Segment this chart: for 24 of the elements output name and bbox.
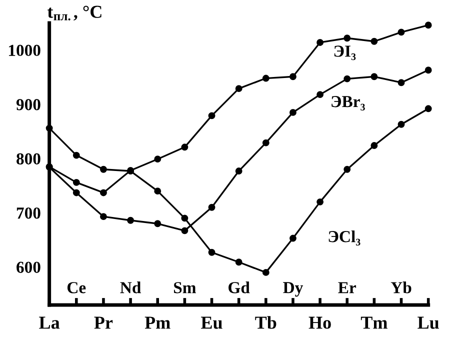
x-tick-label: Er <box>338 282 356 294</box>
x-tick-label: Gd <box>228 282 250 294</box>
x-tick-label: La <box>39 316 60 329</box>
x-tick-label: Yb <box>390 282 412 294</box>
x-tick-label: Tb <box>255 316 276 329</box>
y-axis-title: t$_{пл.}$, °C <box>47 6 102 21</box>
x-tick-label: Lu <box>418 316 439 329</box>
y-tick-label: 800 <box>16 153 40 164</box>
y-tick-label: 900 <box>16 99 40 110</box>
x-tick-label: Ce <box>67 282 86 294</box>
x-tick-label: Ho <box>308 316 331 329</box>
x-tick-label: Pr <box>94 316 113 329</box>
x-tick-label: Eu <box>201 316 222 329</box>
y-tick-label: 700 <box>16 207 40 219</box>
y-tick-label: 1000 <box>8 44 40 56</box>
x-tick-label: Nd <box>120 282 142 294</box>
series-label: ЭI₃ <box>334 46 356 60</box>
x-tick-label: Sm <box>174 282 196 294</box>
series-label: ЭCl₃ <box>328 230 360 246</box>
y-tick-label: 600 <box>16 262 40 273</box>
x-tick-label: Dy <box>283 282 303 297</box>
x-tick-label: Tm <box>360 316 388 329</box>
x-tick-label: Pm <box>144 316 170 329</box>
series-label: ЭBr₃ <box>332 96 365 110</box>
